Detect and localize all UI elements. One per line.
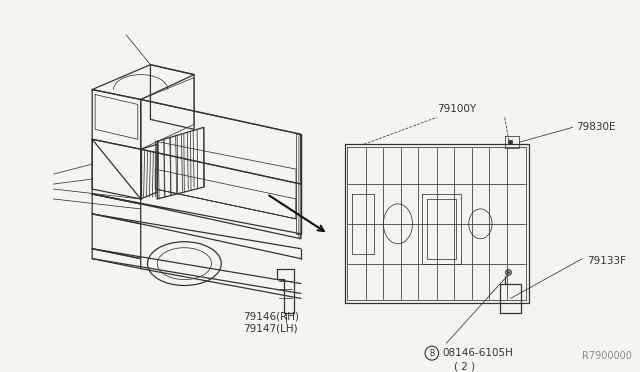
Text: R7900000: R7900000 xyxy=(582,351,632,361)
Text: ( 2 ): ( 2 ) xyxy=(454,361,476,371)
Text: 79133F: 79133F xyxy=(587,256,626,266)
Text: 79100Y: 79100Y xyxy=(436,105,476,115)
Text: 08146-6105H: 08146-6105H xyxy=(442,348,513,358)
Text: 79146(RH): 79146(RH) xyxy=(243,311,299,321)
Text: 79147(LH): 79147(LH) xyxy=(243,323,297,333)
Text: B: B xyxy=(429,349,435,357)
Text: 79830E: 79830E xyxy=(577,122,616,132)
